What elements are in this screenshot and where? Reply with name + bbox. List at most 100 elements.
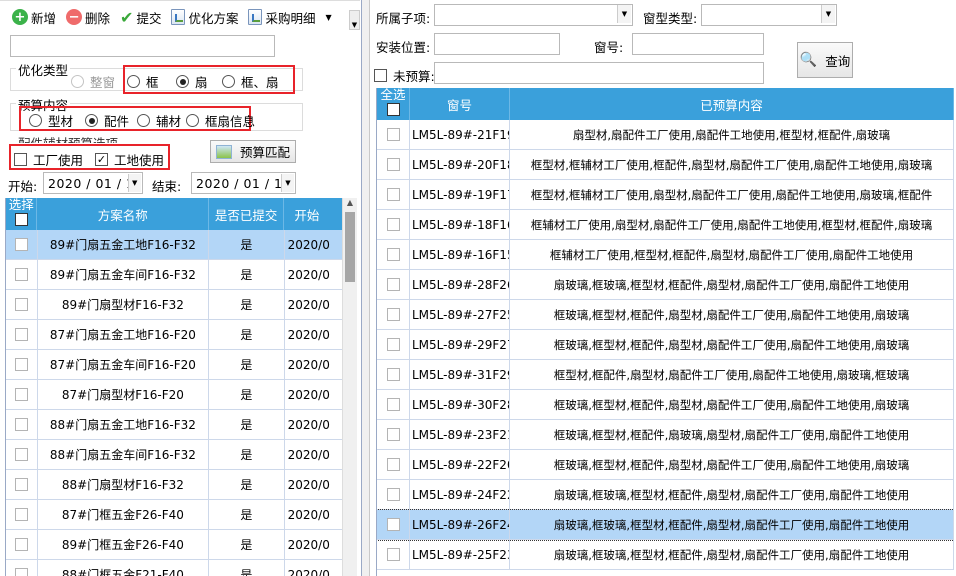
- row-checkbox[interactable]: [14, 238, 28, 251]
- table-row[interactable]: 88#门扇五金车间F16-F32 是 2020/0: [6, 440, 342, 470]
- col-window-no[interactable]: 窗号: [410, 88, 510, 120]
- optimize-button[interactable]: 优化方案: [171, 8, 238, 27]
- table-row[interactable]: LM5L-89#-28F26 扇玻璃,框玻璃,框型材,框配件,扇型材,扇配件工厂…: [377, 270, 954, 300]
- row-checkbox-cell[interactable]: [6, 380, 38, 409]
- location-input[interactable]: [434, 33, 560, 55]
- row-checkbox[interactable]: [386, 158, 400, 171]
- table-row[interactable]: 88#门扇型材F16-F32 是 2020/0: [6, 470, 342, 500]
- table-row[interactable]: LM5L-89#-27F25 框玻璃,框型材,框配件,扇型材,扇配件工厂使用,扇…: [377, 300, 954, 330]
- table-row[interactable]: LM5L-89#-18F16 框辅材工厂使用,扇型材,扇配件工厂使用,扇配件工地…: [377, 210, 954, 240]
- table-row[interactable]: 88#门扇五金工地F16-F32 是 2020/0: [6, 410, 342, 440]
- row-checkbox-cell[interactable]: [377, 300, 410, 329]
- table-row[interactable]: 89#门框五金F26-F40 是 2020/0: [6, 530, 342, 560]
- table-row[interactable]: LM5L-89#-21F19 扇型材,扇配件工厂使用,扇配件工地使用,框型材,框…: [377, 120, 954, 150]
- table-row[interactable]: LM5L-89#-24F22 扇玻璃,框玻璃,框型材,框配件,扇型材,扇配件工厂…: [377, 480, 954, 510]
- start-date-picker[interactable]: 2020 / 01 / 1 ▼: [43, 172, 143, 194]
- query-button[interactable]: 🔍 查询: [797, 42, 853, 78]
- row-checkbox[interactable]: [386, 518, 400, 531]
- toolbar-dropdown-icon[interactable]: ▼: [325, 12, 332, 22]
- table-row[interactable]: LM5L-89#-16F15 框辅材工厂使用,框型材,框配件,扇型材,扇配件工厂…: [377, 240, 954, 270]
- chevron-down-icon[interactable]: ▼: [821, 5, 835, 23]
- row-checkbox-cell[interactable]: [6, 320, 38, 349]
- row-checkbox[interactable]: [14, 388, 28, 401]
- table-row[interactable]: 88#门框五金F21-F40 是 2020/0: [6, 560, 342, 576]
- row-checkbox-cell[interactable]: [6, 470, 38, 499]
- scroll-thumb[interactable]: [345, 212, 355, 282]
- table-row[interactable]: 87#门框五金F26-F40 是 2020/0: [6, 500, 342, 530]
- row-checkbox[interactable]: [386, 548, 400, 561]
- row-checkbox-cell[interactable]: [6, 410, 38, 439]
- row-checkbox[interactable]: [14, 418, 28, 431]
- row-checkbox[interactable]: [386, 278, 400, 291]
- splitter[interactable]: [362, 0, 370, 576]
- row-checkbox[interactable]: [386, 368, 400, 381]
- row-checkbox[interactable]: [14, 328, 28, 341]
- select-all-checkbox[interactable]: [386, 102, 400, 116]
- chevron-down-icon[interactable]: ▼: [281, 174, 294, 192]
- window-no-input[interactable]: [632, 33, 764, 55]
- table-row[interactable]: LM5L-89#-29F27 框玻璃,框型材,框配件,扇型材,扇配件工厂使用,扇…: [377, 330, 954, 360]
- delete-button[interactable]: − 删除: [66, 8, 110, 27]
- toolbar-overflow-button[interactable]: ▼: [349, 10, 360, 30]
- row-checkbox-cell[interactable]: [6, 290, 38, 319]
- table-row[interactable]: 87#门扇五金车间F16-F20 是 2020/0: [6, 350, 342, 380]
- row-checkbox-cell[interactable]: [377, 270, 410, 299]
- end-date-picker[interactable]: 2020 / 01 / 13▼: [191, 172, 296, 194]
- table-row[interactable]: LM5L-89#-22F20 框玻璃,框型材,框配件,扇型材,扇配件工厂使用,扇…: [377, 450, 954, 480]
- col-budget-content[interactable]: 已预算内容: [510, 88, 954, 120]
- row-checkbox-cell[interactable]: [6, 500, 38, 529]
- col-start[interactable]: 开始: [294, 207, 320, 223]
- row-checkbox[interactable]: [14, 568, 28, 576]
- factory-use-checkbox[interactable]: 工厂使用: [14, 150, 83, 169]
- table-row[interactable]: 87#门扇型材F16-F20 是 2020/0: [6, 380, 342, 410]
- row-checkbox-cell[interactable]: [377, 360, 410, 389]
- plan-name-input[interactable]: [10, 35, 275, 57]
- row-checkbox-cell[interactable]: [377, 450, 410, 479]
- row-checkbox-cell[interactable]: [377, 210, 410, 239]
- plan-grid-scrollbar[interactable]: ▲: [342, 198, 357, 576]
- col-plan-name[interactable]: 方案名称: [37, 198, 210, 230]
- row-checkbox[interactable]: [386, 218, 400, 231]
- table-row[interactable]: 89#门扇型材F16-F32 是 2020/0: [6, 290, 342, 320]
- radio-frame-sash[interactable]: 框、扇: [222, 72, 279, 91]
- select-all-checkbox[interactable]: [14, 212, 28, 226]
- row-checkbox[interactable]: [14, 478, 28, 491]
- radio-frame-sash-info[interactable]: 框扇信息: [186, 111, 255, 130]
- table-row[interactable]: 89#门扇五金工地F16-F32 是 2020/0: [6, 230, 342, 260]
- row-checkbox-cell[interactable]: [377, 240, 410, 269]
- row-checkbox-cell[interactable]: [377, 480, 410, 509]
- row-checkbox-cell[interactable]: [377, 510, 410, 539]
- row-checkbox[interactable]: [386, 188, 400, 201]
- table-row[interactable]: LM5L-89#-31F29 框型材,框配件,扇型材,扇配件工厂使用,扇配件工地…: [377, 360, 954, 390]
- row-checkbox-cell[interactable]: [6, 350, 38, 379]
- row-checkbox-cell[interactable]: [377, 120, 410, 149]
- col-select[interactable]: 选择: [6, 198, 38, 230]
- row-checkbox[interactable]: [386, 248, 400, 261]
- row-checkbox[interactable]: [386, 308, 400, 321]
- window-type-select[interactable]: ▼: [701, 4, 837, 26]
- row-checkbox-cell[interactable]: [6, 440, 38, 469]
- row-checkbox[interactable]: [386, 488, 400, 501]
- row-checkbox-cell[interactable]: [6, 230, 38, 259]
- row-checkbox-cell[interactable]: [6, 560, 38, 576]
- row-checkbox-cell[interactable]: [377, 540, 410, 569]
- radio-hardware[interactable]: 配件: [85, 111, 129, 130]
- row-checkbox[interactable]: [386, 428, 400, 441]
- row-checkbox-cell[interactable]: [377, 330, 410, 359]
- radio-sash[interactable]: 扇: [176, 72, 208, 91]
- table-row[interactable]: LM5L-89#-23F21 框玻璃,框型材,框配件,扇玻璃,扇型材,扇配件工厂…: [377, 420, 954, 450]
- row-checkbox[interactable]: [386, 338, 400, 351]
- radio-profile[interactable]: 型材: [29, 111, 73, 130]
- table-row[interactable]: LM5L-89#-25F23 扇玻璃,框玻璃,框型材,框配件,扇型材,扇配件工厂…: [377, 540, 954, 570]
- row-checkbox-cell[interactable]: [6, 530, 38, 559]
- budget-match-button[interactable]: 预算匹配: [210, 140, 296, 163]
- radio-accessory[interactable]: 辅材: [137, 111, 181, 130]
- row-checkbox[interactable]: [386, 458, 400, 471]
- row-checkbox-cell[interactable]: [377, 150, 410, 179]
- submit-button[interactable]: ✔ 提交: [120, 8, 161, 27]
- scroll-up-icon[interactable]: ▲: [346, 198, 354, 207]
- row-checkbox-cell[interactable]: [377, 420, 410, 449]
- unbudgeted-checkbox[interactable]: 未预算:: [374, 66, 435, 85]
- row-checkbox-cell[interactable]: [377, 180, 410, 209]
- site-use-checkbox[interactable]: ✓ 工地使用: [95, 150, 164, 169]
